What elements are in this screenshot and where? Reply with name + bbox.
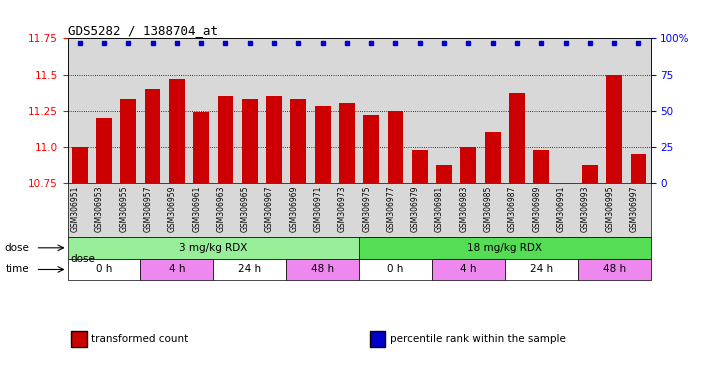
Text: 3 mg/kg RDX: 3 mg/kg RDX (179, 243, 247, 253)
Bar (68, 237, 359, 259)
Bar (68, 259, 141, 280)
Text: GSM306951: GSM306951 (70, 185, 80, 232)
Bar (505, 259, 578, 280)
Bar (72, 147, 87, 183)
Text: GSM306961: GSM306961 (192, 185, 201, 232)
Text: GSM306963: GSM306963 (216, 185, 225, 232)
Text: GSM306995: GSM306995 (605, 185, 614, 232)
Text: GSM306991: GSM306991 (557, 185, 565, 232)
Text: 0 h: 0 h (96, 265, 112, 275)
Text: GSM306975: GSM306975 (362, 185, 371, 232)
Text: dose: dose (5, 243, 30, 253)
Text: 18 mg/kg RDX: 18 mg/kg RDX (467, 243, 542, 253)
Bar (287, 259, 359, 280)
Bar (509, 93, 525, 183)
Bar (339, 103, 355, 183)
Bar (606, 74, 622, 183)
Bar (363, 115, 379, 183)
Text: GSM306981: GSM306981 (435, 185, 444, 232)
Bar (266, 96, 282, 183)
Bar (120, 99, 137, 183)
Bar (242, 99, 257, 183)
Text: GSM306967: GSM306967 (265, 185, 274, 232)
Text: 0 h: 0 h (387, 265, 404, 275)
Bar (412, 150, 428, 183)
Bar (432, 259, 505, 280)
Bar (290, 99, 306, 183)
Text: GSM306983: GSM306983 (459, 185, 469, 232)
Text: time: time (6, 265, 30, 275)
Bar (96, 118, 112, 183)
Bar (141, 259, 213, 280)
Text: 4 h: 4 h (169, 265, 185, 275)
Text: GSM306973: GSM306973 (338, 185, 347, 232)
Text: GSM306989: GSM306989 (533, 185, 541, 232)
Bar (359, 259, 432, 280)
Text: GSM306965: GSM306965 (241, 185, 250, 232)
Bar (218, 96, 233, 183)
Text: GSM306985: GSM306985 (483, 185, 493, 232)
Bar (387, 111, 403, 183)
Text: GSM306959: GSM306959 (168, 185, 177, 232)
Bar (169, 79, 185, 183)
Text: GSM306971: GSM306971 (314, 185, 323, 232)
Bar (193, 112, 209, 183)
Text: GSM306993: GSM306993 (581, 185, 590, 232)
Text: 24 h: 24 h (530, 265, 553, 275)
Text: GSM306969: GSM306969 (289, 185, 299, 232)
Text: 48 h: 48 h (311, 265, 334, 275)
Bar (578, 259, 651, 280)
Text: GSM306997: GSM306997 (629, 185, 638, 232)
Text: GSM306957: GSM306957 (144, 185, 153, 232)
Text: GSM306987: GSM306987 (508, 185, 517, 232)
Text: GSM306953: GSM306953 (95, 185, 104, 232)
Bar (485, 132, 501, 183)
Text: GSM306979: GSM306979 (411, 185, 419, 232)
Bar (436, 166, 452, 183)
Text: transformed count: transformed count (91, 334, 188, 344)
Text: percentile rank within the sample: percentile rank within the sample (390, 334, 565, 344)
Text: 4 h: 4 h (460, 265, 476, 275)
Text: GSM306977: GSM306977 (387, 185, 395, 232)
Bar (533, 150, 549, 183)
Bar (359, 237, 651, 259)
Text: dose: dose (70, 254, 95, 264)
Text: 48 h: 48 h (602, 265, 626, 275)
Bar (315, 106, 331, 183)
Text: GDS5282 / 1388704_at: GDS5282 / 1388704_at (68, 24, 218, 37)
Bar (582, 166, 598, 183)
Bar (631, 154, 646, 183)
Bar (213, 259, 286, 280)
Text: 24 h: 24 h (238, 265, 262, 275)
Bar (144, 89, 161, 183)
Text: GSM306955: GSM306955 (119, 185, 128, 232)
Bar (461, 147, 476, 183)
